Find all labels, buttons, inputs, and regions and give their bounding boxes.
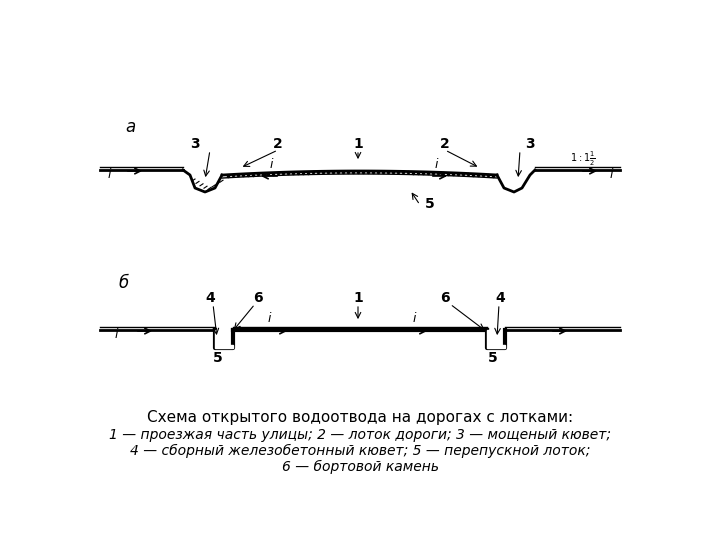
Text: 6: 6 [253,291,263,305]
Text: б: б [118,274,128,292]
Text: 1: 1 [353,137,363,151]
Text: 6: 6 [440,291,450,305]
Text: 3: 3 [190,137,200,151]
Text: Схема открытого водоотвода на дорогах с лотками:: Схема открытого водоотвода на дорогах с … [147,410,573,425]
Text: 5: 5 [488,351,498,365]
Text: 4 — сборный железобетонный кювет; 5 — перепускной лоток;: 4 — сборный железобетонный кювет; 5 — пе… [130,444,590,458]
Text: i: i [435,158,438,171]
Text: i: i [108,168,112,181]
Text: 1: 1 [353,291,363,305]
Text: 3: 3 [525,137,535,151]
Text: 4: 4 [205,291,215,305]
Text: а: а [125,118,135,136]
Text: 1 — проезжая часть улицы; 2 — лоток дороги; 3 — мощеный кювет;: 1 — проезжая часть улицы; 2 — лоток доро… [109,428,611,442]
Text: 2: 2 [273,137,283,151]
Text: i: i [413,312,416,325]
Polygon shape [215,330,233,348]
Text: i: i [268,312,271,325]
Polygon shape [487,330,505,348]
Text: i: i [270,158,274,171]
Text: 5: 5 [425,197,435,211]
Text: $1{:}1\frac{1}{2}$: $1{:}1\frac{1}{2}$ [570,150,596,168]
Text: 2: 2 [440,137,450,151]
Text: 4: 4 [495,291,505,305]
Text: 5: 5 [213,351,223,365]
Text: i: i [115,328,119,341]
Text: 6 — бортовой камень: 6 — бортовой камень [282,460,438,474]
Text: i: i [610,168,613,181]
